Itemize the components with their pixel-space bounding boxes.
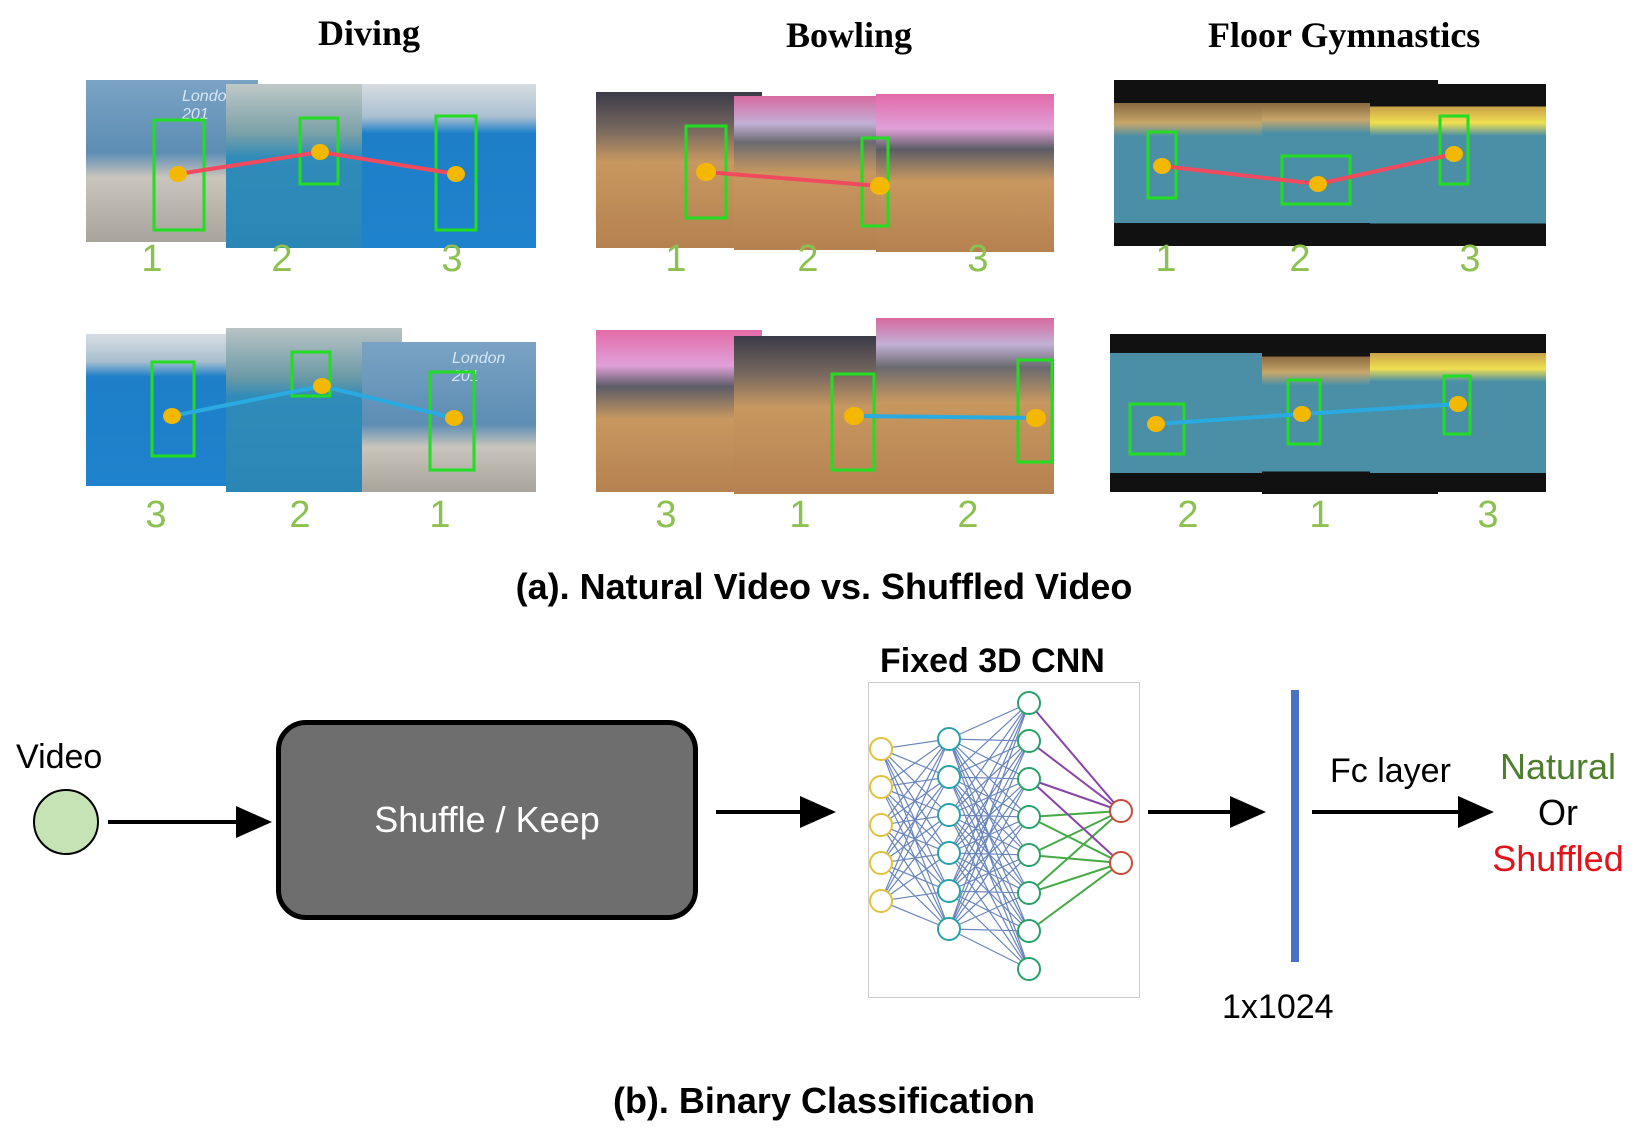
bowling-title: Bowling <box>786 15 913 55</box>
fc-layer-label: Fc layer <box>1330 752 1451 790</box>
shuffled-track-line <box>853 414 1037 420</box>
video-label: Video <box>16 738 103 776</box>
neural-network-icon <box>869 691 1133 981</box>
input-layer-nodes <box>869 737 893 913</box>
joint-dot <box>1445 146 1463 162</box>
frame-number: 2 <box>271 238 293 280</box>
frame-number: 3 <box>145 494 167 536</box>
bounding-box <box>152 118 206 232</box>
cnn-title: Fixed 3D CNN <box>880 642 1105 680</box>
floor-gymnastics-title: Floor Gymnastics <box>1208 15 1481 55</box>
diving-frame <box>362 84 536 248</box>
frame-number: 1 <box>141 238 163 280</box>
frame-number: 1 <box>665 238 687 280</box>
natural-track-line <box>1317 152 1455 186</box>
bounding-box <box>1128 402 1186 456</box>
diving-natural-track <box>152 114 478 232</box>
frame-number: 3 <box>655 494 677 536</box>
bounding-box <box>1146 130 1178 200</box>
frame-number: 1 <box>789 494 811 536</box>
frame-number: 1 <box>429 494 451 536</box>
frame-number: 2 <box>289 494 311 536</box>
feature-vector-bar <box>1291 690 1299 962</box>
shuffled-track-line <box>1301 402 1459 416</box>
bounding-box <box>434 114 478 232</box>
video-node-icon <box>33 789 99 855</box>
bounding-box <box>1016 358 1054 464</box>
network-output-edges <box>1028 810 1122 932</box>
shuffled-track-line <box>321 384 455 420</box>
natural-track-line <box>1161 164 1319 186</box>
joint-dot <box>1293 406 1311 422</box>
joint-dot <box>313 378 331 394</box>
joint-dot <box>1449 396 1467 412</box>
feature-dimension-label: 1x1024 <box>1222 988 1334 1026</box>
joint-dot <box>1147 416 1165 432</box>
panel-a-caption: (a). Natural Video vs. Shuffled Video <box>515 566 1133 607</box>
bounding-box <box>830 372 876 472</box>
joint-dot <box>844 407 864 425</box>
hidden-layer-2-nodes <box>1017 691 1041 981</box>
or-label: Or <box>1538 792 1578 833</box>
frame-number: 1 <box>1155 238 1177 280</box>
bowling-frame <box>876 94 1054 252</box>
frame-number: 3 <box>441 238 463 280</box>
diving-shuffled-track <box>150 350 476 472</box>
network-edges <box>880 702 1030 970</box>
classification-output: Natural Or Shuffled <box>1484 744 1632 882</box>
joint-dot <box>163 408 181 424</box>
frame-number: 3 <box>1477 494 1499 536</box>
bowling-shuffled-track <box>830 358 1054 472</box>
frame-number: 3 <box>1459 238 1481 280</box>
bounding-box <box>428 370 476 472</box>
gymnastics-frame <box>1110 334 1292 492</box>
frame-number: 2 <box>797 238 819 280</box>
frame-number: 2 <box>1177 494 1199 536</box>
bowling-natural-track <box>684 124 890 228</box>
frame-number: 1 <box>1309 494 1331 536</box>
shuffled-track-line <box>171 384 323 418</box>
joint-dot <box>445 410 463 426</box>
frame-number: 2 <box>1289 238 1311 280</box>
joint-dot <box>169 166 187 182</box>
natural-label: Natural <box>1499 746 1617 787</box>
gymnastics-frame <box>1370 334 1546 492</box>
shuffled-track-line <box>1155 412 1303 426</box>
joint-dot <box>311 144 329 160</box>
natural-track-line <box>319 150 457 176</box>
gymnastics-shuffled-track <box>1128 374 1472 456</box>
gymnastics-natural-track <box>1146 114 1470 206</box>
pipeline-arrows <box>33 690 1494 962</box>
cnn-network-diagram <box>868 682 1140 998</box>
bounding-box <box>290 350 332 398</box>
bowling-frame <box>876 318 1054 494</box>
natural-track-line <box>177 150 321 176</box>
natural-track-line <box>705 170 881 188</box>
shuffle-keep-label: Shuffle / Keep <box>374 799 600 840</box>
frame-number: 2 <box>957 494 979 536</box>
bowling-frame <box>734 96 900 250</box>
joint-dot <box>1026 409 1046 427</box>
hidden-layer-1-nodes <box>937 727 961 941</box>
output-layer-nodes <box>1109 799 1133 875</box>
bounding-box <box>1438 114 1470 186</box>
diving-title: Diving <box>318 13 421 53</box>
frame-number: 3 <box>967 238 989 280</box>
bounding-box <box>150 360 196 458</box>
bounding-box <box>298 116 340 186</box>
shuffle-keep-block: Shuffle / Keep <box>276 720 698 920</box>
shuffled-label: Shuffled <box>1492 838 1624 879</box>
tracking-overlay <box>150 114 1472 472</box>
joint-dot <box>696 163 716 181</box>
joint-dot <box>447 166 465 182</box>
panel-b-caption: (b). Binary Classification <box>612 1080 1036 1121</box>
joint-dot <box>1309 176 1327 192</box>
joint-dot <box>1153 158 1171 174</box>
joint-dot <box>870 177 890 195</box>
